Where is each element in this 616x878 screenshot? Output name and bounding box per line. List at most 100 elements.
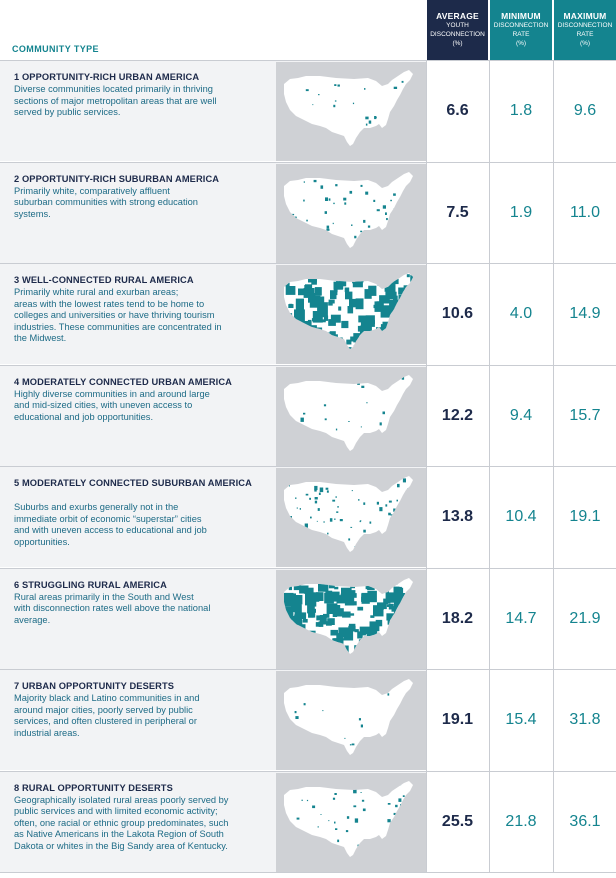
description-line: served by public services. [14,107,121,118]
minimum-header-sub2: RATE [512,31,530,38]
minimum-header-sub1: DISCONNECTION [493,22,549,29]
community-type-title: 6 STRUGGLING RURAL AMERICA [14,579,167,590]
description-line: Primarily white rural and exurban areas; [14,287,179,297]
us-land-shape [284,476,413,552]
average-rate-value: 13.8 [441,508,474,525]
average-rate-value: 12.2 [441,406,474,424]
minimum-rate-value: 1.8 [509,102,533,119]
description-line: areas with the lowest rates tend to be h… [14,298,205,309]
description-line: educational and job opportunities. [14,411,154,422]
average-header-sub2: DISCONNECTION [430,31,485,38]
maximum-rate-value: 36.1 [569,812,601,830]
minimum-column-header: MINIMUM DISCONNECTION RATE (%) [490,0,552,60]
minimum-rate-value: 10.4 [505,508,537,525]
us-map [276,468,426,567]
table-row: 3 WELL-CONNECTED RURAL AMERICA Primarily … [0,263,616,364]
us-map [276,62,426,161]
community-type-description: Majority black and Latino communities in… [14,693,269,739]
maximum-rate-value: 14.9 [569,305,601,322]
maximum-rate-value: 19.1 [569,508,601,525]
description-line: around major cities, poorly served by pu… [14,704,193,715]
description-line: and with uneven access to educational an… [14,525,207,536]
column-divider [426,60,427,872]
description-line: the Midwest. [14,333,67,344]
maximum-header-sub1: DISCONNECTION [557,22,613,29]
minimum-rate-value: 9.4 [509,406,533,424]
us-map [276,671,426,770]
community-type-title: 8 RURAL OPPORTUNITY DESERTS [14,782,173,793]
us-map [276,163,426,263]
us-map [276,366,426,466]
community-type-description: Rural areas primarily in the South and W… [14,592,269,627]
description-line: immediate orbit of economic “superstar” … [14,513,202,524]
description-line: Diverse communities located primarily in… [14,84,213,94]
description-line: average. [14,614,51,625]
description-line: Rural areas primarily in the South and W… [14,591,194,602]
description-line: opportunities. [14,536,70,547]
us-land-shape [284,780,413,857]
average-rate-value: 19.1 [441,711,474,728]
minimum-rate-value: 1.9 [509,203,533,221]
community-type-description: Suburbs and exurbs generally not in the i… [14,502,269,548]
community-type-title: 3 WELL-CONNECTED RURAL AMERICA [14,275,194,285]
us-land-shape [284,171,413,248]
community-type-title: 1 OPPORTUNITY-RICH URBAN AMERICA [14,72,200,82]
description-line: colleges and universities or have thrivi… [14,310,215,321]
table-row: 8 RURAL OPPORTUNITY DESERTS Geographicall… [0,770,616,872]
minimum-rate-value: 15.4 [505,711,537,728]
table-row: 2 OPPORTUNITY-RICH SUBURBAN AMERICA Prima… [0,161,616,263]
average-header-sub3: (%) [452,40,463,47]
community-type-title: 5 MODERATELY CONNECTED SUBURBAN AMERICA [14,478,252,488]
maximum-header-sub2: RATE [576,31,594,38]
table-row: 4 MODERATELY CONNECTED URBAN AMERICA High… [0,364,616,466]
maximum-rate-value: 9.6 [573,102,597,119]
community-type-description: Highly diverse communities in and around… [14,389,269,424]
description-line: Majority black and Latino communities in… [14,693,200,703]
community-type-heading: COMMUNITY TYPE [12,44,99,54]
community-type-description: Primarily white, comparatively affluent s… [14,186,269,221]
average-rate-value: 25.5 [441,812,474,830]
description-line: and mid-sized cities, with uneven access… [14,400,193,411]
us-land-shape [284,70,413,146]
description-line: Dakota or whites in the Big Sandy area o… [14,840,228,851]
maximum-column-header: MAXIMUM DISCONNECTION RATE (%) [554,0,616,60]
minimum-rate-value: 21.8 [505,812,537,830]
community-type-title: 7 URBAN OPPORTUNITY DESERTS [14,681,175,691]
average-rate-value: 10.6 [441,305,474,322]
maximum-header-title: MAXIMUM [563,11,607,21]
description-line: suburban communities with strong educati… [14,197,198,208]
average-header-title: AVERAGE [436,11,479,21]
us-map [276,772,426,872]
minimum-rate-value: 14.7 [505,609,537,627]
description-line: sections of major metropolitan areas tha… [14,95,217,106]
maximum-rate-value: 21.9 [569,609,601,627]
us-land-shape [284,679,413,755]
maximum-rate-value: 11.0 [570,203,600,221]
table-header: COMMUNITY TYPE AVERAGE YOUTH DISCONNECTI… [0,0,616,60]
maximum-rate-value: 31.8 [569,711,601,728]
description-line: Highly diverse communities in and around… [14,388,210,399]
description-line: industrial areas. [14,727,80,738]
community-type-title: 2 OPPORTUNITY-RICH SUBURBAN AMERICA [14,173,220,184]
us-map [276,569,426,669]
table-row: 7 URBAN OPPORTUNITY DESERTS Majority blac… [0,669,616,770]
table-bottom-border [0,872,616,873]
average-header-sub1: YOUTH [446,22,469,29]
column-divider [489,60,490,872]
maximum-rate-value: 15.7 [569,406,601,424]
description-line: public services and with limited economi… [14,806,218,817]
us-map [276,265,426,364]
minimum-rate-value: 4.0 [509,305,533,322]
column-divider [553,60,554,872]
description-line: Suburbs and exurbs generally not in the [14,502,179,512]
average-rate-value: 18.2 [441,609,474,627]
community-type-description: Primarily white rural and exurban areas;… [14,287,269,345]
community-type-title: 4 MODERATELY CONNECTED URBAN AMERICA [14,376,232,387]
description-line: often, one racial or ethnic group predom… [14,817,229,828]
table-row: 6 STRUGGLING RURAL AMERICA Rural areas pr… [0,567,616,669]
description-line: with disconnection rates well above the … [14,603,211,614]
us-land-shape [284,374,413,451]
average-column-header: AVERAGE YOUTH DISCONNECTION (%) [427,0,488,60]
description-line: Geographically isolated rural areas poor… [14,794,229,805]
description-line: industries. These communities are concen… [14,321,222,332]
